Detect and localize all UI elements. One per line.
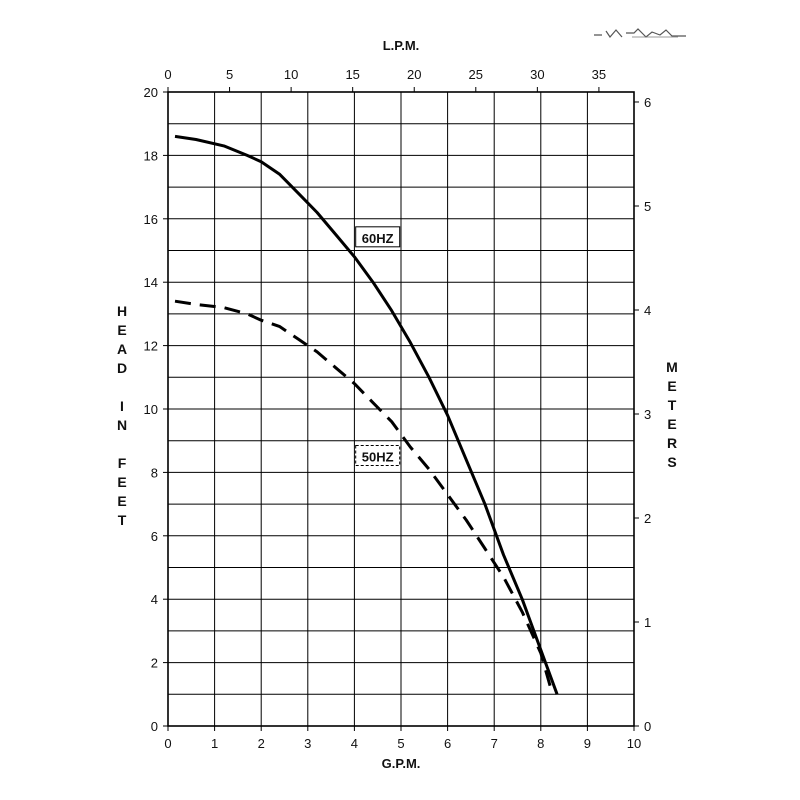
bottom-tick-label: 3 [304, 736, 311, 751]
right-axis-tick-labels: 0 1 2 3 4 5 6 [644, 95, 651, 734]
right-tick-label: 2 [644, 511, 651, 526]
series-label-box [355, 226, 401, 248]
left-axis-tick-labels: 0 2 4 6 8 10 12 14 16 18 20 [144, 85, 158, 734]
top-tick-label: 5 [226, 67, 233, 82]
right-tick-label: 3 [644, 407, 651, 422]
series-label-50hz: 50HZ [355, 445, 401, 467]
top-tick-label: 35 [592, 67, 606, 82]
top-tick-label: 30 [530, 67, 544, 82]
top-tick-label: 0 [164, 67, 171, 82]
bottom-tick-label: 1 [211, 736, 218, 751]
bottom-tick-label: 8 [537, 736, 544, 751]
top-tick-label: 20 [407, 67, 421, 82]
bottom-tick-label: 2 [258, 736, 265, 751]
series-lines [174, 134, 559, 695]
right-tick-label: 1 [644, 615, 651, 630]
left-tick-label: 6 [151, 529, 158, 544]
right-tick-label: 0 [644, 719, 651, 734]
left-tick-label: 18 [144, 148, 158, 163]
series-line-60hz [174, 134, 559, 695]
left-tick-label: 8 [151, 465, 158, 480]
plot-frame [167, 91, 635, 727]
left-tick-label: 16 [144, 212, 158, 227]
series-label-text: 60HZ [362, 231, 394, 246]
left-tick-label: 20 [144, 85, 158, 100]
tick-marks [163, 87, 639, 731]
left-tick-label: 14 [144, 275, 158, 290]
brand-logo-icon [594, 28, 686, 38]
bottom-tick-label: 6 [444, 736, 451, 751]
bottom-tick-label: 7 [491, 736, 498, 751]
bottom-axis-tick-labels: 0 1 2 3 4 5 6 7 8 9 10 [164, 736, 641, 751]
bottom-tick-label: 0 [164, 736, 171, 751]
top-axis-tick-labels: 0 5 10 15 20 25 30 35 [164, 67, 606, 82]
series-label-text: 50HZ [362, 450, 394, 465]
x-axis-bottom-title: G.P.M. [382, 756, 421, 771]
bottom-tick-label: 4 [351, 736, 358, 751]
series-line-50hz [174, 299, 554, 695]
bottom-tick-label: 9 [584, 736, 591, 751]
right-tick-label: 5 [644, 199, 651, 214]
left-tick-label: 2 [151, 656, 158, 671]
top-tick-label: 25 [469, 67, 483, 82]
left-tick-label: 0 [151, 719, 158, 734]
left-tick-label: 12 [144, 339, 158, 354]
bottom-tick-label: 5 [397, 736, 404, 751]
right-tick-label: 4 [644, 303, 651, 318]
right-tick-label: 6 [644, 95, 651, 110]
x-axis-top-title: L.P.M. [383, 38, 420, 53]
series-labels: 60HZ 50HZ [355, 226, 401, 467]
top-tick-label: 10 [284, 67, 298, 82]
top-tick-label: 15 [345, 67, 359, 82]
series-label-box [355, 445, 401, 467]
grid-lines [168, 92, 634, 726]
bottom-tick-label: 10 [627, 736, 641, 751]
left-tick-label: 4 [151, 592, 158, 607]
series-label-60hz: 60HZ [355, 226, 401, 248]
left-tick-label: 10 [144, 402, 158, 417]
